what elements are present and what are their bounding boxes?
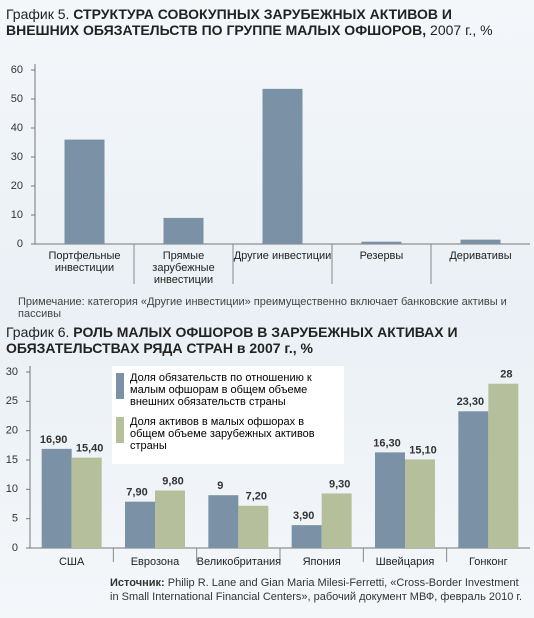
value-label: 16,30 (373, 437, 401, 449)
note: Примечание: категория «Другие инвестиции… (18, 296, 507, 320)
y-tick-label: 20 (11, 180, 23, 192)
bar (163, 217, 204, 244)
x-tick-label: Прямые зарубежные инвестиции (152, 250, 215, 286)
bar (41, 448, 72, 548)
chart-label: График 5. (6, 6, 70, 22)
legend-text: Доля активов в малых офшорах в общем объ… (130, 416, 315, 452)
value-label: 7,20 (246, 491, 267, 503)
y-tick-label: 50 (11, 93, 23, 105)
x-tick-label: Другие инвестиции (233, 250, 332, 262)
legend-swatch (116, 373, 124, 399)
bar (238, 505, 269, 548)
bar (488, 383, 519, 548)
bar (208, 495, 239, 548)
x-tick-label: Япония (302, 556, 341, 568)
bar (125, 501, 155, 548)
chart-title: График 6. РОЛЬ МАЛЫХ ОФШОРОВ В ЗАРУБЕЖНЫ… (6, 324, 528, 356)
legend-text: Доля обязательств по отношению к малым о… (130, 372, 312, 408)
chart-title: График 5. СТРУКТУРА СОВОКУПНЫХ ЗАРУБЕЖНЫ… (6, 6, 528, 38)
title-text: РОЛЬ МАЛЫХ ОФШОРОВ В ЗАРУБЕЖНЫХ АКТИВАХ … (6, 324, 458, 356)
legend-item: Доля обязательств по отношению к малым о… (116, 372, 340, 408)
x-tick-label: Деривативы (449, 250, 512, 262)
value-label: 15,10 (409, 444, 437, 456)
y-tick-label: 60 (11, 64, 23, 76)
value-label: 7,90 (126, 487, 147, 499)
source: Источник: Philip R. Lane and Gian Maria … (110, 576, 530, 604)
value-label: 15,40 (76, 443, 104, 455)
x-tick-label: Резервы (359, 250, 404, 262)
title-text: СТРУКТУРА СОВОКУПНЫХ ЗАРУБЕЖНЫХ АКТИВОВ … (6, 6, 452, 38)
value-label: 9,80 (162, 475, 183, 487)
bar (458, 411, 489, 548)
y-tick-label: 25 (6, 395, 18, 407)
y-tick-label: 30 (6, 366, 18, 378)
source-label: Источник: (110, 577, 165, 589)
bar (460, 239, 501, 244)
legend: Доля обязательств по отношению к малым о… (112, 366, 344, 464)
x-tick-label: США (58, 556, 85, 568)
source-text: Philip R. Lane and Gian Maria Milesi-Fer… (110, 577, 523, 603)
y-tick-label: 30 (11, 151, 23, 163)
x-tick-label: Гонконг (469, 556, 508, 568)
bar (64, 139, 105, 244)
y-tick-label: 0 (17, 238, 23, 250)
y-tick-label: 10 (6, 483, 18, 495)
bar (321, 493, 352, 548)
bar (291, 525, 322, 548)
y-tick-label: 10 (11, 209, 23, 221)
bar (71, 457, 102, 548)
legend-swatch (116, 417, 124, 443)
bar (262, 88, 303, 244)
x-tick-label: Великобритания (196, 556, 282, 568)
chart-label: График 6. (6, 324, 70, 340)
x-tick-label: Еврозона (130, 556, 180, 568)
value-label: 23,30 (457, 396, 485, 408)
bar (375, 452, 405, 548)
bar (405, 459, 435, 548)
value-label: 3,90 (293, 510, 314, 522)
value-label: 9 (217, 480, 223, 492)
subtitle: 2007 г., % (430, 22, 493, 38)
x-tick-label: Портфельные инвестиции (48, 250, 121, 274)
value-label: 16,90 (40, 434, 68, 446)
bar (155, 490, 185, 548)
y-tick-label: 20 (6, 425, 18, 437)
y-tick-label: 0 (12, 542, 18, 554)
x-tick-label: Швейцария (375, 556, 435, 568)
bar (361, 241, 402, 244)
value-label: 28 (500, 369, 512, 381)
y-tick-label: 5 (12, 513, 18, 525)
y-tick-label: 15 (6, 454, 18, 466)
value-label: 9,30 (329, 478, 350, 490)
y-tick-label: 40 (11, 122, 23, 134)
legend-item: Доля активов в малых офшорах в общем объ… (116, 416, 340, 452)
